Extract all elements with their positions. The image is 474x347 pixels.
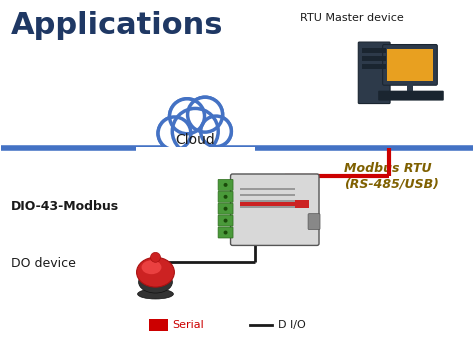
Bar <box>407 84 413 92</box>
Ellipse shape <box>142 260 162 274</box>
Ellipse shape <box>138 271 173 293</box>
Circle shape <box>173 110 217 153</box>
Text: RTU Master device: RTU Master device <box>300 13 404 23</box>
Bar <box>362 48 386 53</box>
Text: Cloud: Cloud <box>175 133 215 147</box>
Circle shape <box>201 116 231 147</box>
Ellipse shape <box>137 289 173 299</box>
FancyBboxPatch shape <box>218 215 233 226</box>
Text: Modbus RTU
(RS-485/USB): Modbus RTU (RS-485/USB) <box>345 162 439 190</box>
Circle shape <box>158 117 191 150</box>
FancyBboxPatch shape <box>378 91 444 101</box>
Bar <box>174 129 216 151</box>
Bar <box>240 206 295 208</box>
Text: Applications: Applications <box>11 11 224 40</box>
Bar <box>387 49 433 81</box>
Bar <box>362 64 386 69</box>
Text: DO device: DO device <box>11 257 76 270</box>
Bar <box>240 200 295 202</box>
FancyBboxPatch shape <box>218 227 233 238</box>
Text: Modbus Slave: Modbus Slave <box>141 172 239 185</box>
FancyBboxPatch shape <box>218 203 233 214</box>
Circle shape <box>171 100 204 133</box>
Circle shape <box>172 108 218 154</box>
Circle shape <box>189 98 222 131</box>
Circle shape <box>159 118 190 149</box>
Circle shape <box>224 207 228 211</box>
Bar <box>148 319 168 331</box>
Circle shape <box>224 183 228 187</box>
FancyBboxPatch shape <box>230 174 319 245</box>
Bar <box>136 147 255 197</box>
Bar <box>240 194 295 196</box>
Circle shape <box>151 252 161 262</box>
FancyBboxPatch shape <box>383 44 438 85</box>
Circle shape <box>224 195 228 199</box>
Circle shape <box>224 219 228 223</box>
Bar <box>240 200 309 208</box>
Ellipse shape <box>137 257 174 287</box>
FancyBboxPatch shape <box>358 42 390 103</box>
Text: D I/O: D I/O <box>278 320 306 330</box>
Circle shape <box>224 230 228 235</box>
Circle shape <box>170 99 205 134</box>
Bar <box>240 188 295 190</box>
Circle shape <box>201 117 230 146</box>
Bar <box>362 56 386 61</box>
FancyBboxPatch shape <box>308 214 320 230</box>
FancyBboxPatch shape <box>218 179 233 191</box>
Text: Serial: Serial <box>173 320 204 330</box>
FancyBboxPatch shape <box>218 191 233 202</box>
Circle shape <box>188 97 223 132</box>
Text: DIO-43-Modbus: DIO-43-Modbus <box>11 200 119 213</box>
